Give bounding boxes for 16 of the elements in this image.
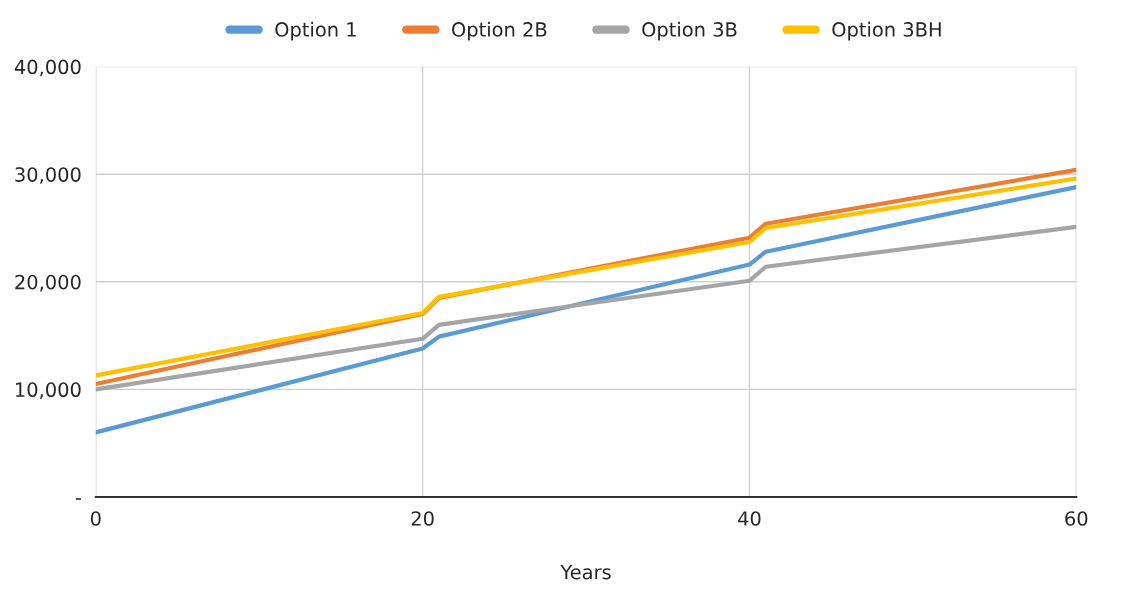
- legend-label: Option 2B: [452, 21, 547, 41]
- legend-label: Option 3BH: [832, 21, 941, 41]
- line-series: [95, 224, 1077, 392]
- legend-label: Option 1: [275, 21, 356, 41]
- x-tick-label: 40: [738, 511, 761, 526]
- x-axis-title: Years: [560, 564, 611, 580]
- legend-label: Option 3B: [642, 21, 737, 41]
- line-series: [95, 185, 1077, 435]
- x-tick-label: 20: [411, 511, 434, 526]
- y-tick-label: 30,000: [15, 167, 81, 184]
- y-tick-label: -: [75, 498, 81, 500]
- y-tick-label: 40,000: [14, 59, 81, 77]
- y-tick-label: 10,000: [16, 382, 81, 399]
- y-tick-label: 20,000: [15, 274, 81, 292]
- x-tick-label: 60: [1065, 511, 1088, 526]
- x-tick-label: 0: [90, 511, 101, 526]
